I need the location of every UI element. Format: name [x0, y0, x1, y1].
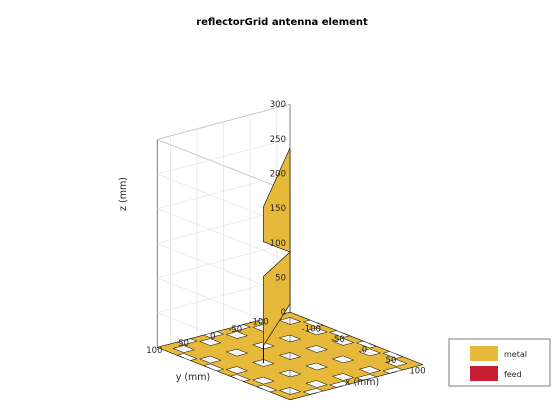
- z-tick-label: 200: [270, 170, 286, 180]
- radiator-panel-1: [263, 147, 291, 253]
- grid-line: [157, 138, 291, 175]
- radiator-element: [262, 147, 291, 364]
- x-tick-label: 100: [409, 366, 425, 376]
- y-tick-label: -100: [249, 318, 268, 328]
- x-tick-label: 0: [362, 345, 367, 355]
- z-tick-label: 250: [270, 135, 286, 145]
- z-tick-label: 50: [275, 274, 286, 284]
- y-tick-label: 0: [210, 332, 215, 342]
- grid-line: [157, 208, 291, 262]
- radiator-panel-2: [263, 251, 291, 347]
- z-tick-label: 0: [281, 308, 286, 318]
- z-tick-label: 300: [270, 100, 286, 110]
- chart-title: reflectorGrid antenna element: [196, 17, 368, 28]
- x-tick-label: 50: [386, 356, 397, 366]
- z-tick-label: 150: [270, 204, 286, 214]
- grid-line: [157, 139, 291, 193]
- tick-labels: 0 50 100 150 200 250 300 -100 -50 0 50 100 -100 -50 0 5…: [146, 100, 425, 376]
- legend-swatch-metal: [470, 346, 498, 361]
- legend: metal feed: [448, 338, 551, 387]
- legend-label-feed: feed: [504, 370, 522, 379]
- x-tick-label: -100: [302, 324, 321, 334]
- x-axis-label: x (mm): [345, 377, 380, 388]
- y-tick-label: 100: [146, 346, 162, 356]
- z-axis-label: z (mm): [118, 177, 129, 211]
- grid-line: [157, 103, 291, 140]
- y-tick-label: 50: [178, 339, 189, 349]
- grid-line: [157, 242, 291, 279]
- legend-box: [448, 338, 551, 387]
- x-tick-label: -50: [331, 335, 345, 345]
- y-axis-label: y (mm): [176, 372, 211, 383]
- legend-label-metal: metal: [504, 350, 527, 359]
- grid-line: [157, 173, 291, 210]
- y-tick-label: -50: [228, 325, 242, 335]
- legend-swatch-feed: [470, 366, 498, 381]
- z-tick-label: 100: [270, 239, 286, 249]
